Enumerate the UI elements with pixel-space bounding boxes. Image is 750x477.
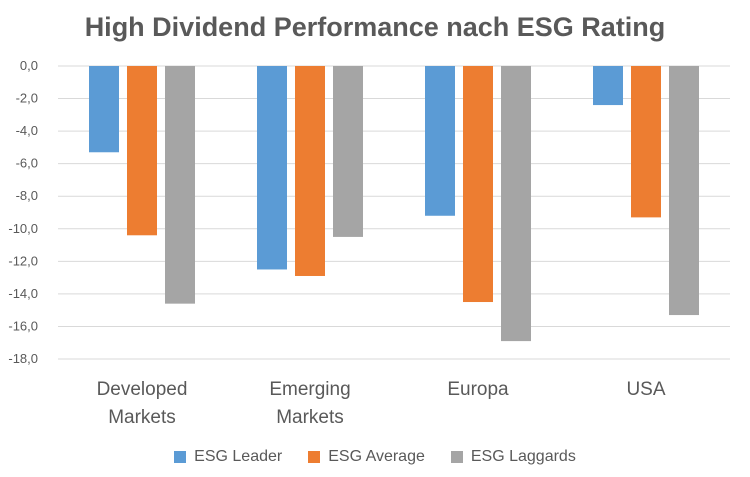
y-tick-label: -18,0: [8, 351, 38, 366]
bar-esg-average: [631, 66, 661, 218]
bar-esg-laggards: [333, 66, 363, 237]
legend-item: ESG Laggards: [450, 448, 576, 466]
x-category-label: Markets: [276, 407, 344, 428]
y-tick-label: 0,0: [20, 58, 38, 73]
bar-esg-average: [295, 66, 325, 276]
bar-esg-average: [463, 66, 493, 303]
legend-item: ESG Leader: [174, 448, 282, 466]
chart-legend: ESG Leader ESG Average ESG Laggards: [0, 448, 750, 466]
legend-label: ESG Average: [328, 448, 425, 465]
x-category-label: USA: [626, 379, 665, 400]
legend-swatch: [308, 451, 321, 463]
bar-esg-leader: [257, 66, 287, 270]
x-category-label: Markets: [108, 407, 176, 428]
chart-plot: 0,0 -2,0 -4,0 -6,0 -8,0 -10,0 -12,0 -14,0 -16,0 -…: [8, 58, 730, 428]
y-tick-label: -10,0: [8, 221, 38, 236]
bar-esg-leader: [89, 66, 119, 153]
y-tick-label: -6,0: [16, 156, 38, 171]
x-category-label: Emerging: [269, 379, 350, 400]
y-tick-label: -4,0: [16, 123, 38, 138]
legend-swatch: [174, 451, 187, 463]
x-category-label: Europa: [447, 379, 509, 400]
y-tick-label: -12,0: [8, 253, 38, 268]
bar-esg-laggards: [669, 66, 699, 316]
legend-label: ESG Laggards: [470, 448, 576, 465]
bar-esg-leader: [425, 66, 455, 216]
y-tick-label: -8,0: [16, 188, 38, 203]
chart-title: High Dividend Performance nach ESG Ratin…: [84, 12, 666, 42]
y-tick-label: -2,0: [16, 91, 38, 106]
legend-item: ESG Average: [308, 448, 425, 466]
legend-swatch: [450, 451, 463, 463]
y-tick-label: -14,0: [8, 286, 38, 301]
bar-esg-average: [127, 66, 157, 236]
y-tick-label: -16,0: [8, 318, 38, 333]
legend-label: ESG Leader: [194, 448, 283, 465]
bar-esg-laggards: [501, 66, 531, 342]
bar-esg-leader: [593, 66, 623, 106]
x-category-label: Developed: [97, 379, 188, 400]
bar-esg-laggards: [165, 66, 195, 304]
